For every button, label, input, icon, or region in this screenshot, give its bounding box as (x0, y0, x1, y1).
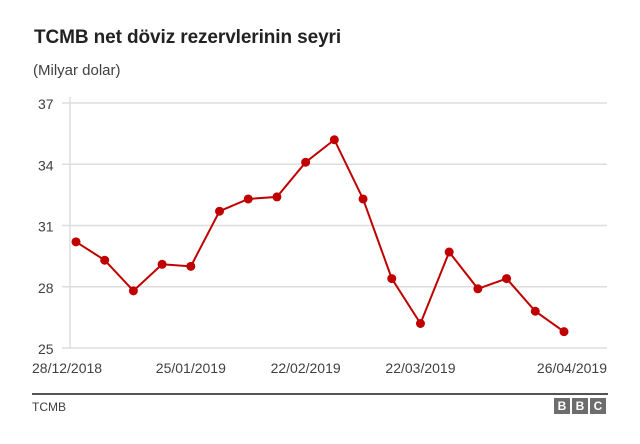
data-point (215, 206, 225, 216)
bbc-logo: B B C (554, 398, 606, 414)
y-tick-label: 37 (38, 96, 54, 112)
x-tick-label: 22/03/2019 (385, 360, 455, 376)
data-point (502, 274, 512, 284)
footer-divider (32, 393, 608, 395)
data-point (473, 284, 483, 294)
x-tick-label: 25/01/2019 (156, 360, 226, 376)
data-point (100, 255, 110, 265)
chart-title: TCMB net döviz rezervlerinin seyri (34, 27, 342, 48)
data-point (329, 135, 339, 145)
y-tick-label: 34 (38, 157, 54, 173)
data-point (301, 157, 311, 167)
y-tick-label: 31 (38, 219, 54, 235)
data-point (387, 274, 397, 284)
data-point (243, 194, 253, 204)
data-point (444, 247, 454, 257)
data-point (272, 192, 282, 202)
gridlines (62, 97, 607, 349)
chart-subtitle: (Milyar dolar) (33, 62, 121, 79)
series-line (75, 138, 565, 333)
data-point (559, 327, 569, 337)
data-point (128, 286, 138, 296)
bbc-logo-letter: C (590, 398, 606, 414)
bbc-logo-letter: B (572, 398, 588, 414)
data-point (186, 261, 196, 271)
y-tick-label: 25 (38, 341, 54, 357)
data-point (71, 237, 81, 247)
data-point (415, 319, 425, 328)
x-tick-label: 28/12/2018 (32, 360, 102, 376)
bbc-logo-letter: B (554, 398, 570, 414)
data-point (530, 306, 540, 316)
source-label: TCMB (32, 400, 66, 414)
x-axis-ticks: 28/12/2018 25/01/2019 22/02/2019 22/03/2019… (32, 360, 607, 376)
y-axis-ticks: 25 28 31 34 37 (38, 96, 54, 357)
y-tick-label: 28 (38, 280, 54, 296)
data-points (71, 135, 569, 337)
data-point (157, 259, 167, 269)
data-point (358, 194, 368, 204)
x-tick-label: 22/02/2019 (271, 360, 341, 376)
x-tick-label: 26/04/2019 (537, 360, 607, 376)
